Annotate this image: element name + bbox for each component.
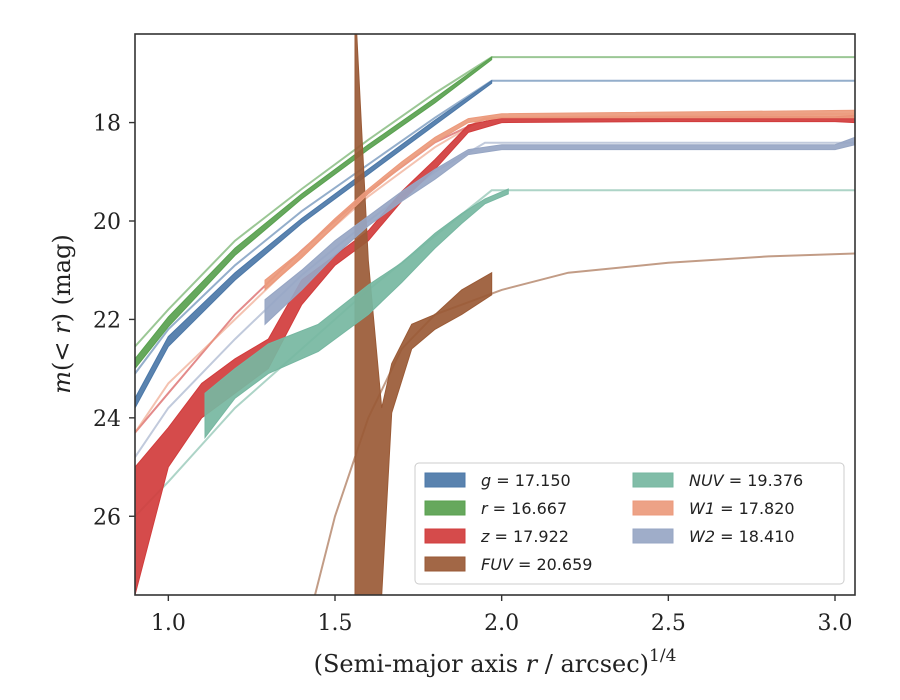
plot-marks [135,34,855,595]
x-tick-label: 3.0 [818,611,853,636]
legend-swatch-r [424,500,466,516]
legend-label-w1: W1 = 17.820 [689,499,795,518]
x-axis: 1.0 1.5 2.0 2.5 3.0 [151,595,853,636]
legend-swatch-w2 [632,528,674,544]
model-line-r [135,56,855,348]
band-g [135,79,493,409]
y-tick-label: 18 [93,112,121,137]
legend-label-nuv: NUV = 19.376 [689,471,803,490]
legend-box [414,462,845,585]
x-axis-label: (Semi-major axis r / arcsec)1/4 [314,646,677,678]
legend-swatch-g [424,472,466,488]
x-tick-label: 2.5 [651,611,686,636]
legend-swatch-z [424,528,466,544]
plot-frame [134,33,856,596]
legend-swatch-nuv [632,472,674,488]
y-axis-label: m(< r) (mag) [48,234,76,394]
legend-swatch-fuv [424,556,466,572]
legend-label-g: g = 17.150 [481,471,571,490]
y-tick-label: 24 [93,407,121,432]
x-tick-label: 1.0 [151,611,186,636]
band-w1 [264,109,855,291]
legend-label-w2: W2 = 18.410 [689,527,795,546]
y-tick-label: 20 [93,210,121,235]
band-fuv [354,34,493,595]
legend-label-z: z = 17.922 [480,527,569,546]
x-tick-label: 2.0 [484,611,519,636]
band-r [135,56,493,370]
band-w2 [264,136,855,326]
legend-label-fuv: FUV = 20.659 [481,555,592,574]
y-tick-label: 22 [93,308,121,333]
legend: g = 17.150 r = 16.667 z = 17.922 FUV = 20.6… [414,462,845,585]
legend-swatch-w1 [632,500,674,516]
legend-label-r: r = 16.667 [481,499,567,518]
y-tick-label: 26 [93,505,121,530]
band-nuv [204,188,509,439]
y-axis: 18 20 22 24 26 [93,112,135,530]
x-tick-label: 1.5 [318,611,353,636]
